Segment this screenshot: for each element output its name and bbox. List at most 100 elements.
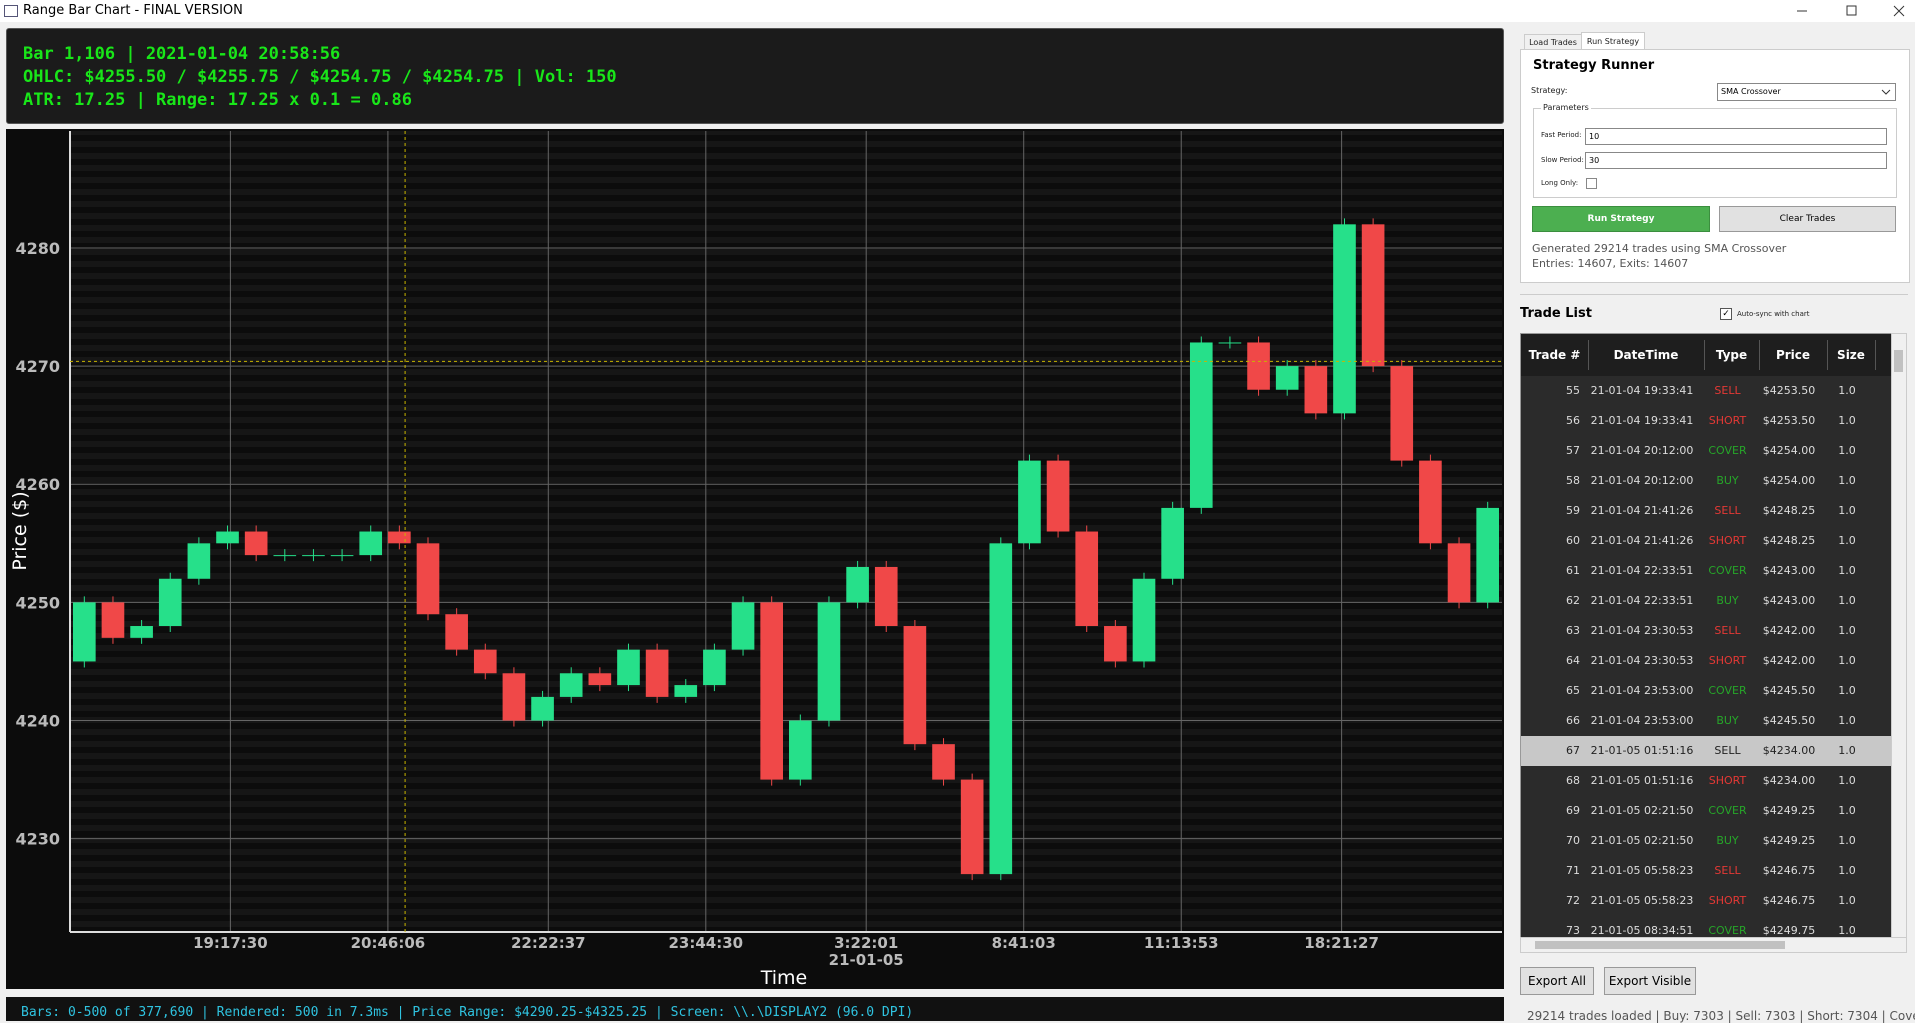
table-cell: 21-01-04 19:33:41	[1590, 384, 1694, 397]
export-visible-button[interactable]: Export Visible	[1604, 967, 1696, 995]
table-row[interactable]: 63 21-01-04 23:30:53 SELL $4242.00 1.0	[1521, 616, 1892, 647]
table-row[interactable]: 64 21-01-04 23:30:53 SHORT $4242.00 1.0	[1521, 646, 1892, 677]
spinbox[interactable]: 30	[1585, 152, 1887, 169]
candle	[330, 555, 354, 557]
table-cell: BUY	[1716, 474, 1739, 487]
candle	[273, 555, 297, 557]
h-scrollbar[interactable]	[1520, 937, 1907, 953]
strategy-combo[interactable]: SMA Crossover	[1717, 83, 1896, 101]
status-bar: Bars: 0-500 of 377,690 | Rendered: 500 i…	[6, 997, 1504, 1021]
table-cell: 1.0	[1838, 534, 1856, 547]
candle	[588, 673, 612, 686]
table-row[interactable]: 61 21-01-04 22:33:51 COVER $4243.00 1.0	[1521, 556, 1892, 587]
candle	[1419, 460, 1442, 544]
export-all-button[interactable]: Export All	[1520, 967, 1594, 995]
candle	[617, 649, 640, 686]
table-row[interactable]: 68 21-01-05 01:51:16 SHORT $4234.00 1.0	[1521, 766, 1892, 797]
window-controls[interactable]	[1790, 0, 1915, 22]
table-cell: 1.0	[1838, 384, 1856, 397]
table-cell: 55	[1566, 384, 1580, 397]
group-label: Parameters	[1541, 103, 1591, 112]
candle	[1161, 507, 1184, 579]
candle	[1132, 578, 1156, 662]
table-cell: SELL	[1714, 864, 1741, 877]
table-cell: SELL	[1714, 624, 1741, 637]
label: Auto-sync with chart	[1737, 310, 1810, 318]
y-tick-label: 4280	[15, 239, 60, 258]
clear-button[interactable]: Clear Trades	[1719, 206, 1896, 232]
table-cell: $4248.25	[1762, 534, 1816, 547]
v-scrollbar[interactable]	[1891, 333, 1907, 939]
candle	[874, 566, 898, 627]
table-row[interactable]: 58 21-01-04 20:12:00 BUY $4254.00 1.0	[1521, 466, 1892, 497]
x-tick-label: 11:13:53	[1144, 934, 1219, 952]
table-cell: $4245.50	[1762, 714, 1816, 727]
table-cell: 21-01-04 20:12:00	[1590, 444, 1694, 457]
table-cell: 21-01-05 02:21:50	[1590, 804, 1694, 817]
info-panel: Bar 1,106 | 2021-01-04 20:58:56 OHLC: $4…	[6, 28, 1504, 124]
table-cell: $4234.00	[1762, 774, 1816, 787]
table-cell: $4245.50	[1762, 684, 1816, 697]
table-cell: 21-01-05 01:51:16	[1590, 744, 1694, 757]
x-tick-label: 8:41:03	[992, 934, 1056, 952]
table-cell: BUY	[1716, 714, 1739, 727]
table-cell: 21-01-04 21:41:26	[1590, 534, 1694, 547]
candle	[817, 602, 841, 721]
spinbox[interactable]: 10	[1585, 128, 1887, 145]
candle	[130, 626, 153, 638]
tab-active[interactable]: Run Strategy	[1581, 32, 1645, 50]
result-text: Entries: 14607, Exits: 14607	[1532, 257, 1689, 270]
table-cell: 21-01-05 02:21:50	[1590, 834, 1694, 847]
table-row[interactable]: 65 21-01-04 23:53:00 COVER $4245.50 1.0	[1521, 676, 1892, 707]
candle	[1104, 626, 1127, 662]
table-row[interactable]: 71 21-01-05 05:58:23 SELL $4246.75 1.0	[1521, 856, 1892, 887]
table-cell: 62	[1566, 594, 1580, 607]
table-row[interactable]: 73 21-01-05 08:34:51 COVER $4249.75 1.0	[1521, 916, 1892, 938]
table-cell: 1.0	[1838, 714, 1856, 727]
column-header: Type	[1704, 340, 1760, 370]
table-cell: 21-01-04 19:33:41	[1590, 414, 1694, 427]
table-cell: SHORT	[1708, 894, 1747, 907]
candle	[158, 578, 182, 627]
table-cell: 67	[1566, 744, 1580, 757]
table-row[interactable]: 59 21-01-04 21:41:26 SELL $4248.25 1.0	[1521, 496, 1892, 527]
table-cell: 1.0	[1838, 474, 1856, 487]
table-row[interactable]: 70 21-01-05 02:21:50 BUY $4249.25 1.0	[1521, 826, 1892, 857]
checkbox[interactable]	[1586, 178, 1597, 189]
table-cell: $4249.25	[1762, 834, 1816, 847]
table-cell: $4246.75	[1762, 894, 1816, 907]
table-header: Trade # DateTime Type Price Size	[1521, 334, 1892, 376]
chart[interactable]: Price ($) Time 4230 4240 4250 4260 4270 4280 1…	[6, 129, 1504, 989]
candle	[1189, 342, 1213, 508]
table-cell: SHORT	[1708, 534, 1747, 547]
table-row[interactable]: 67 21-01-05 01:51:16 SELL $4234.00 1.0	[1521, 736, 1892, 767]
checkbox-checked[interactable]: ✓	[1720, 308, 1732, 320]
table-row[interactable]: 72 21-01-05 05:58:23 SHORT $4246.75 1.0	[1521, 886, 1892, 917]
table-row[interactable]: 60 21-01-04 21:41:26 SHORT $4248.25 1.0	[1521, 526, 1892, 557]
candle	[731, 602, 755, 650]
table-row[interactable]: 69 21-01-05 02:21:50 COVER $4249.25 1.0	[1521, 796, 1892, 827]
table-cell: $4253.50	[1762, 414, 1816, 427]
strategy-panel: Strategy Runner Strategy: SMA Crossover …	[1520, 49, 1910, 283]
table-cell: 21-01-05 08:34:51	[1590, 924, 1694, 937]
table-cell: 1.0	[1838, 624, 1856, 637]
table-cell: COVER	[1708, 924, 1747, 937]
candle	[703, 649, 726, 686]
table-row[interactable]: 57 21-01-04 20:12:00 COVER $4254.00 1.0	[1521, 436, 1892, 467]
candle	[932, 744, 955, 780]
trade-table[interactable]: Trade # DateTime Type Price Size 55 21-01-04 1…	[1520, 333, 1893, 939]
table-cell: $4246.75	[1762, 864, 1816, 877]
y-axis-label: Price ($)	[9, 491, 31, 570]
candle	[302, 555, 325, 557]
table-row[interactable]: 66 21-01-04 23:53:00 BUY $4245.50 1.0	[1521, 706, 1892, 737]
table-cell: SHORT	[1708, 414, 1747, 427]
table-cell: 21-01-04 21:41:26	[1590, 504, 1694, 517]
candle	[1275, 366, 1299, 390]
table-cell: 1.0	[1838, 894, 1856, 907]
combo-value: SMA Crossover	[1721, 87, 1781, 96]
table-row[interactable]: 62 21-01-04 22:33:51 BUY $4243.00 1.0	[1521, 586, 1892, 617]
run-button[interactable]: Run Strategy	[1532, 206, 1710, 232]
table-cell: $4242.00	[1762, 624, 1816, 637]
table-row[interactable]: 56 21-01-04 19:33:41 SHORT $4253.50 1.0	[1521, 406, 1892, 437]
table-row[interactable]: 55 21-01-04 19:33:41 SELL $4253.50 1.0	[1521, 376, 1892, 407]
